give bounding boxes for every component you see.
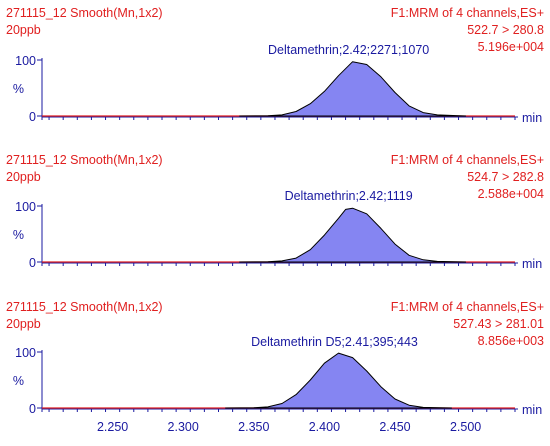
x-unit-label: min (522, 403, 542, 417)
peak-area (239, 61, 467, 117)
x-tick-label: 2.450 (379, 420, 410, 434)
peak-label: Deltamethrin D5;2.41;395;443 (251, 335, 418, 349)
header-concentration: 20ppb (6, 317, 41, 331)
header-transition: 527.43 > 281.01 (453, 317, 544, 331)
header-function: F1:MRM of 4 channels,ES+ (391, 153, 544, 167)
y-unit-label: % (13, 374, 24, 388)
x-tick-label: 2.400 (309, 420, 340, 434)
header-intensity: 2.588e+004 (478, 187, 544, 201)
peak-area (225, 352, 452, 409)
header-concentration: 20ppb (6, 23, 41, 37)
y-tick-label: 100 (15, 346, 36, 360)
header-sample-name: 271115_12 Smooth(Mn,1x2) (6, 6, 163, 20)
y-unit-label: % (13, 228, 24, 242)
x-tick-label: 2.350 (238, 420, 269, 434)
y-tick-label: 0 (29, 256, 36, 270)
header-transition: 522.7 > 280.8 (467, 23, 544, 37)
peak-label: Deltamethrin;2.42;2271;1070 (268, 43, 429, 57)
x-tick-label: 2.250 (97, 420, 128, 434)
y-tick-label: 0 (29, 402, 36, 416)
header-concentration: 20ppb (6, 170, 41, 184)
x-unit-label: min (522, 257, 542, 271)
header-intensity: 8.856e+003 (478, 334, 544, 348)
header-sample-name: 271115_12 Smooth(Mn,1x2) (6, 153, 163, 167)
y-tick-label: 100 (15, 54, 36, 68)
x-tick-label: 2.500 (450, 420, 481, 434)
x-unit-label: min (522, 111, 542, 125)
header-function: F1:MRM of 4 channels,ES+ (391, 6, 544, 20)
header-intensity: 5.196e+004 (478, 40, 544, 54)
header-transition: 524.7 > 282.8 (467, 170, 544, 184)
header-function: F1:MRM of 4 channels,ES+ (391, 300, 544, 314)
y-tick-label: 0 (29, 110, 36, 124)
y-tick-label: 100 (15, 200, 36, 214)
peak-label: Deltamethrin;2.42;1119 (285, 189, 413, 203)
x-tick-label: 2.300 (168, 420, 199, 434)
peak-area (239, 207, 467, 263)
y-unit-label: % (13, 82, 24, 96)
header-sample-name: 271115_12 Smooth(Mn,1x2) (6, 300, 163, 314)
